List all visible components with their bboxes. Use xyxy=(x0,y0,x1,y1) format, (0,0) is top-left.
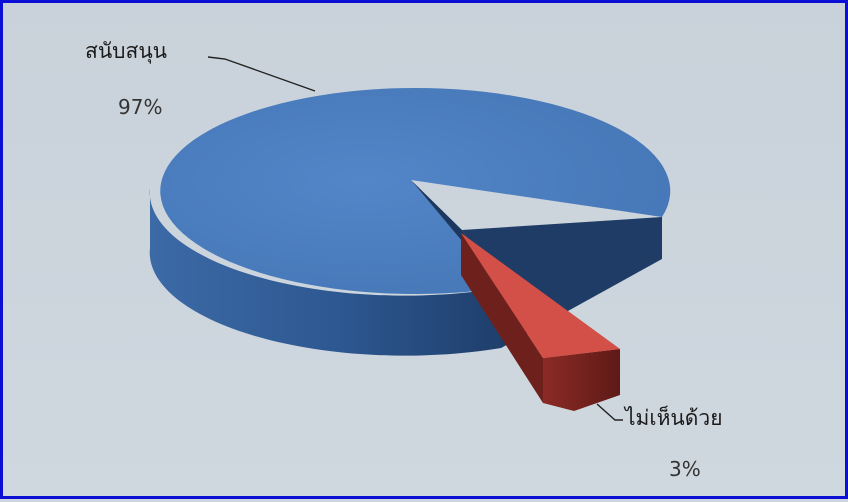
slice-oppose-highlight xyxy=(461,233,620,358)
slice-label-support: สนับสนุน xyxy=(85,39,167,64)
leader-line-support xyxy=(207,56,316,92)
slice-support xyxy=(160,87,671,294)
slice-side-oppose-inner xyxy=(461,233,543,403)
pie-chart: สนับสนุน 97% ไม่เห็นด้วย 3% xyxy=(85,39,723,481)
value-label-oppose: 3% xyxy=(669,457,701,481)
value-label-support: 97% xyxy=(118,95,162,119)
slice-side-support xyxy=(149,188,501,356)
slice-label-oppose: ไม่เห็นด้วย xyxy=(623,404,723,430)
slice-side-oppose xyxy=(543,349,620,411)
leader-line-oppose xyxy=(596,403,623,421)
